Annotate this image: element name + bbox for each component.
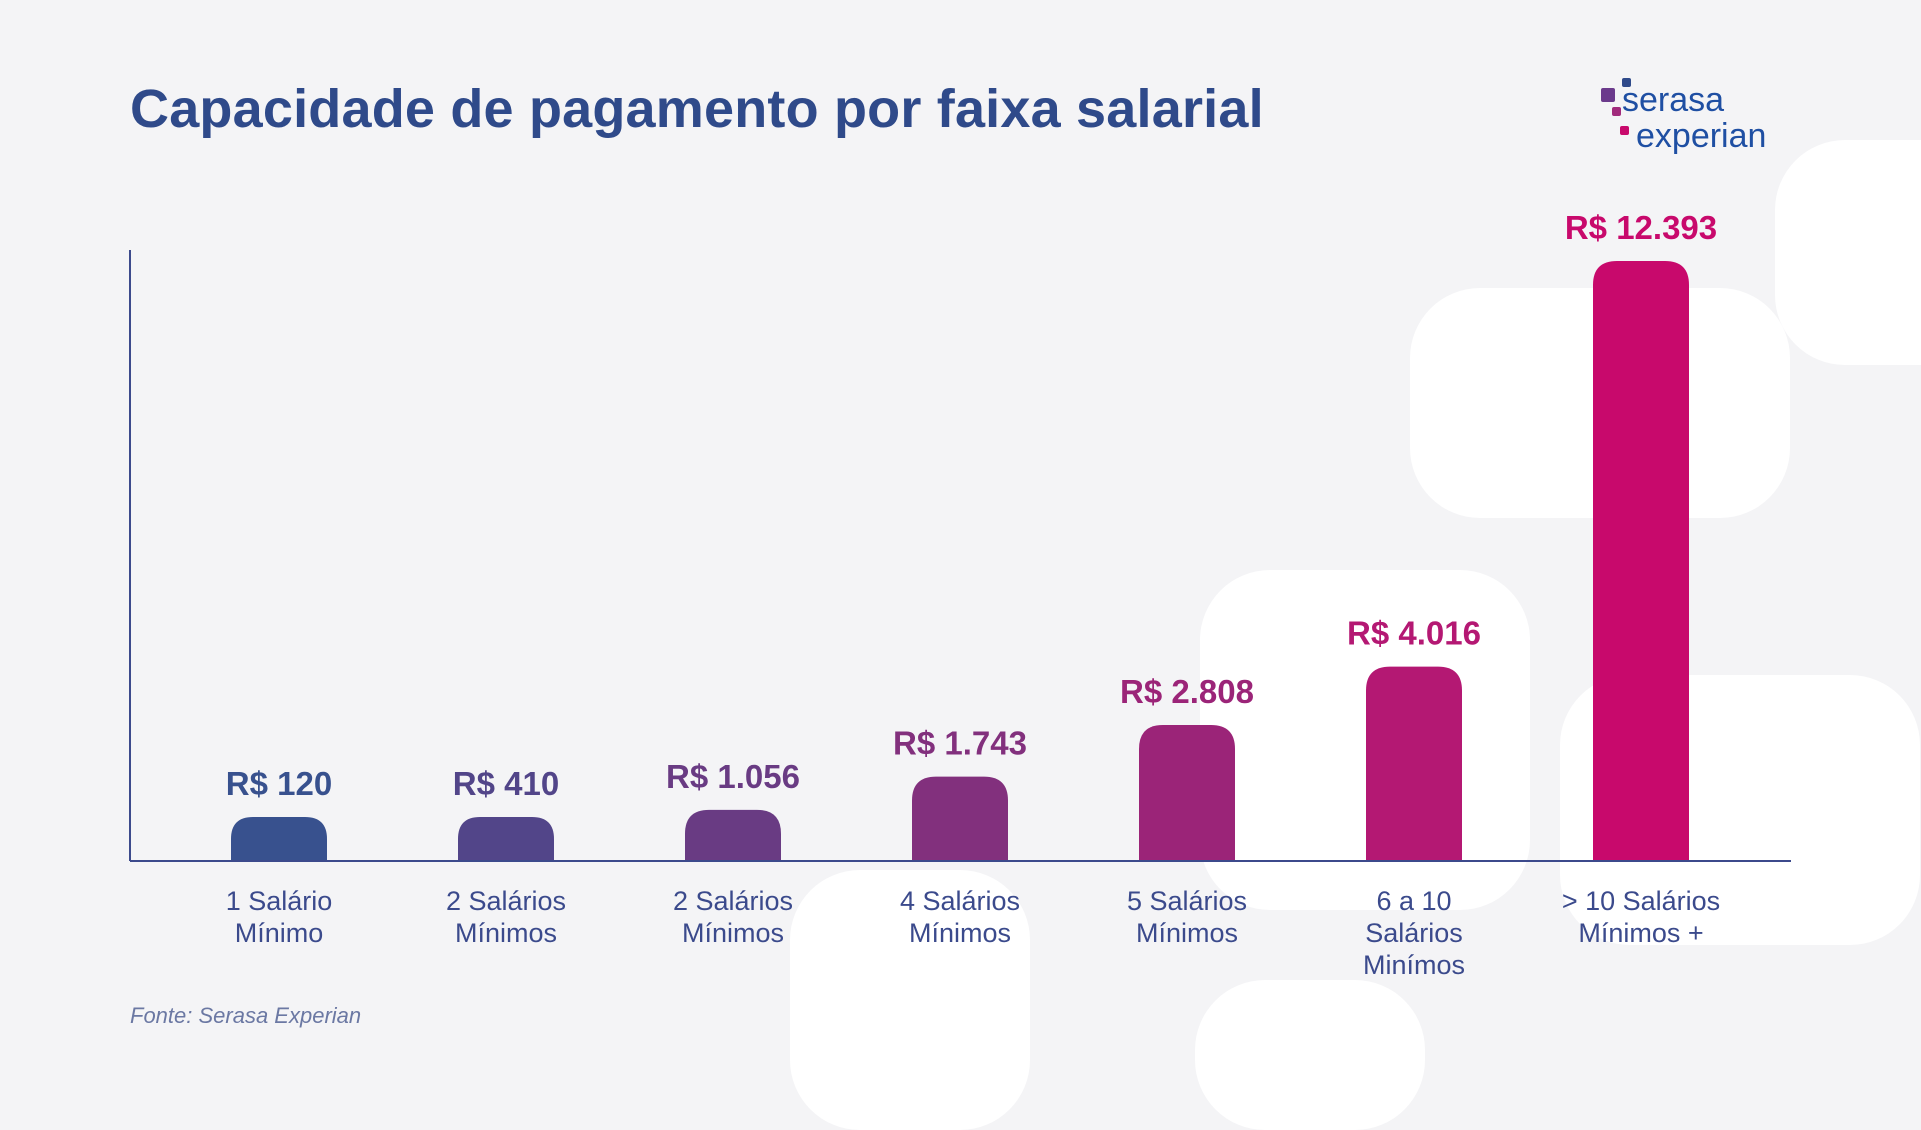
category-label: 2 Salários Mínimos xyxy=(446,886,566,948)
category-label-line: 2 Salários xyxy=(673,886,793,916)
bar-chart: R$ 120 R$ 410 R$ 1.056 R$ 1.743 R$ 2.808 R$ 4… xyxy=(129,209,1791,980)
category-label-line: Mínimos xyxy=(455,918,557,948)
category-label-line: Mínimos xyxy=(909,918,1011,948)
category-label-line: 2 Salários xyxy=(446,886,566,916)
logo-text-experian: experian xyxy=(1636,117,1767,155)
value-label: R$ 4.016 xyxy=(1347,615,1481,652)
category-label-line: 5 Salários xyxy=(1127,886,1247,916)
category-label-line: 4 Salários xyxy=(900,886,1020,916)
value-label: R$ 12.393 xyxy=(1565,209,1717,246)
category-label: 1 Salário Mínimo xyxy=(226,886,333,948)
logo-dot xyxy=(1622,78,1631,87)
category-label-line: 1 Salário xyxy=(226,886,333,916)
source-note: Fonte: Serasa Experian xyxy=(130,1003,362,1028)
category-label-line: Mínimos xyxy=(682,918,784,948)
logo-text-serasa: serasa xyxy=(1622,81,1725,119)
value-label: R$ 410 xyxy=(453,765,559,802)
bar xyxy=(685,809,781,861)
category-label: 4 Salários Mínimos xyxy=(900,886,1020,948)
page-title: Capacidade de pagamento por faixa salari… xyxy=(130,79,1264,139)
category-label-line: Mínimos xyxy=(1136,918,1238,948)
bars-group xyxy=(231,261,1689,861)
bar xyxy=(912,776,1008,861)
category-label-line: Minímos xyxy=(1363,950,1465,980)
category-label-line: Mínimo xyxy=(235,918,324,948)
category-label: > 10 Salários Mínimos + xyxy=(1562,886,1720,948)
bar xyxy=(1139,725,1235,861)
value-label: R$ 1.743 xyxy=(893,725,1027,762)
category-label-line: Salários xyxy=(1365,918,1463,948)
value-label: R$ 120 xyxy=(226,765,332,802)
category-label-line: > 10 Salários xyxy=(1562,886,1720,916)
value-label: R$ 1.056 xyxy=(666,758,800,795)
logo-dot xyxy=(1601,88,1615,102)
value-label: R$ 2.808 xyxy=(1120,673,1254,710)
bar xyxy=(458,817,554,861)
category-label: 6 a 10 Salários Minímos xyxy=(1363,886,1465,980)
category-label: 2 Salários Mínimos xyxy=(673,886,793,948)
value-labels-group: R$ 120 R$ 410 R$ 1.056 R$ 1.743 R$ 2.808 R$ 4… xyxy=(226,209,1717,802)
bar xyxy=(1593,261,1689,861)
bar xyxy=(231,817,327,861)
logo-dot xyxy=(1612,107,1621,116)
bar xyxy=(1366,666,1462,861)
category-label: 5 Salários Mínimos xyxy=(1127,886,1247,948)
serasa-experian-logo: serasa experian xyxy=(1598,74,1798,164)
background-shape xyxy=(1775,140,1921,365)
category-label-line: 6 a 10 xyxy=(1376,886,1451,916)
logo-dot xyxy=(1620,126,1629,135)
background-shape xyxy=(1200,570,1530,910)
category-label-line: Mínimos + xyxy=(1578,918,1703,948)
